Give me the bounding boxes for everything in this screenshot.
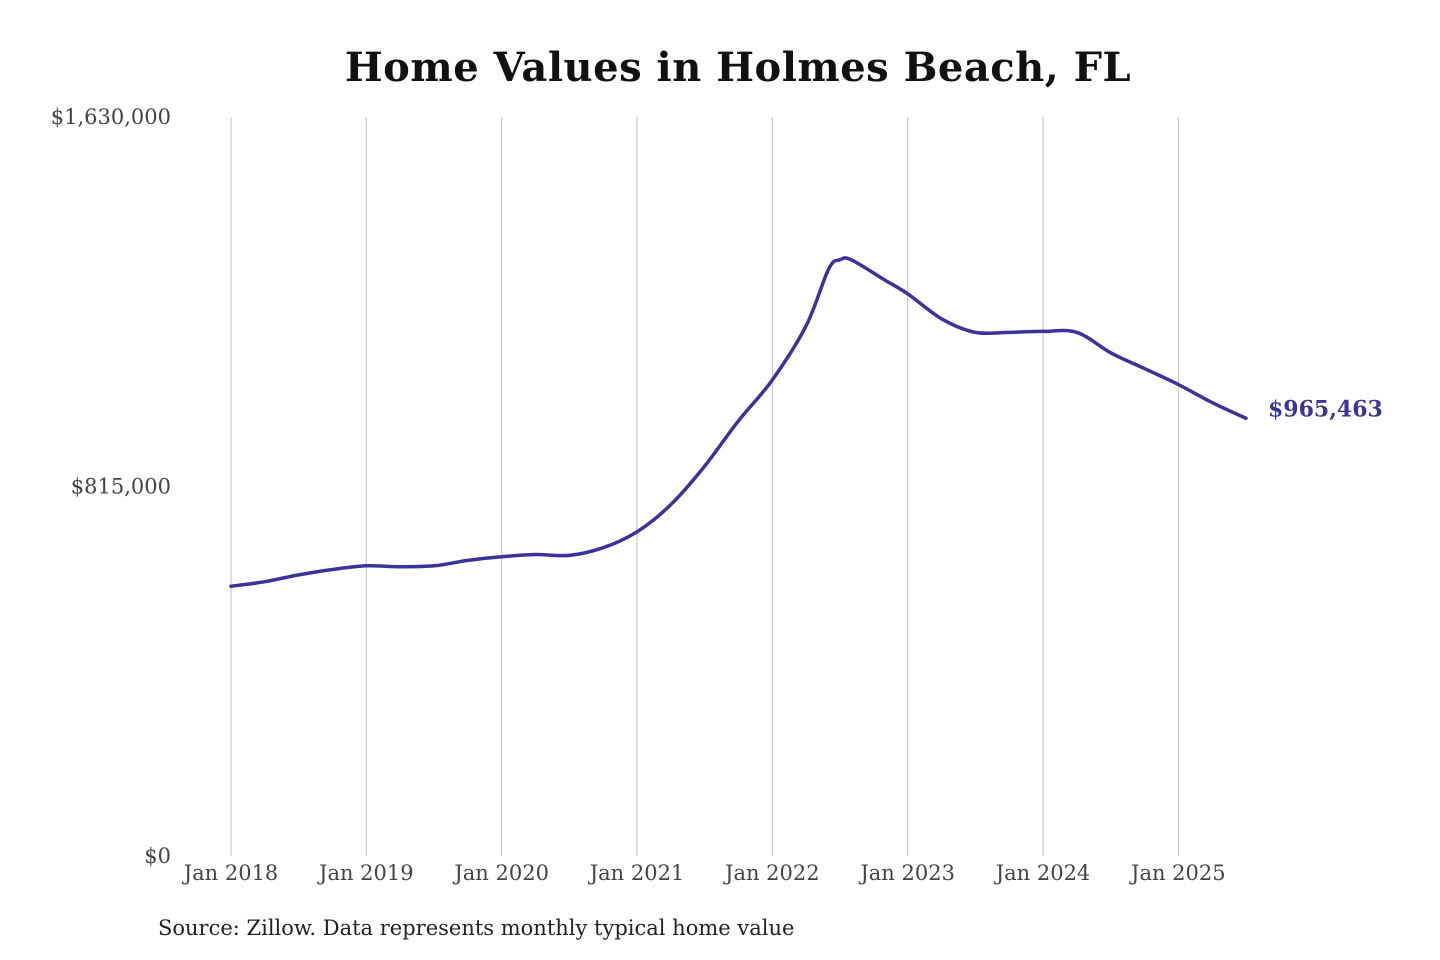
x-tick-label: Jan 2022: [723, 861, 820, 885]
y-tick-label: $0: [144, 844, 171, 868]
x-tick-label: Jan 2023: [858, 861, 955, 885]
x-tick-label: Jan 2019: [317, 861, 414, 885]
x-tick-label: Jan 2021: [588, 861, 685, 885]
x-tick-label: Jan 2024: [994, 861, 1091, 885]
chart-title: Home Values in Holmes Beach, FL: [344, 44, 1132, 91]
end-value-label: $965,463: [1268, 396, 1383, 422]
x-tick-label: Jan 2025: [1129, 861, 1226, 885]
y-tick-label: $815,000: [71, 475, 171, 499]
y-tick-label: $1,630,000: [51, 105, 171, 129]
source-note: Source: Zillow. Data represents monthly …: [158, 916, 795, 940]
y-axis-ticks: $0 $815,000 $1,630,000: [51, 105, 171, 868]
x-tick-label: Jan 2018: [182, 861, 279, 885]
x-tick-label: Jan 2020: [452, 861, 549, 885]
x-axis-ticks: Jan 2018 Jan 2019 Jan 2020 Jan 2021 Jan 2022…: [182, 861, 1226, 885]
gridlines: [230, 117, 1179, 856]
series-line: [229, 256, 1248, 588]
